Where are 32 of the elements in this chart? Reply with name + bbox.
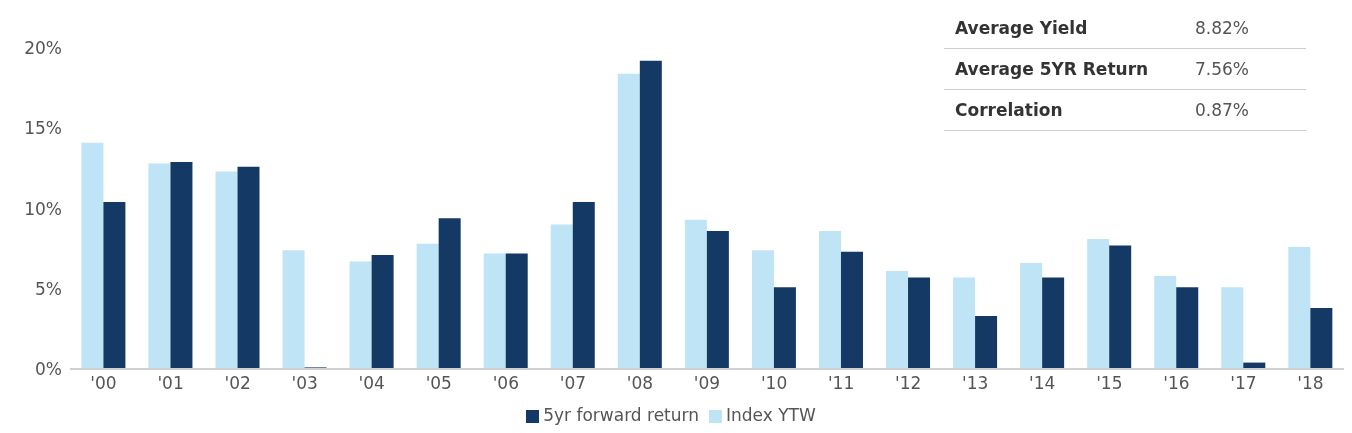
y-tick-label: 0%	[35, 359, 62, 380]
y-tick-label: 15%	[24, 118, 62, 139]
legend-label: 5yr forward return	[543, 405, 700, 425]
x-tick-label: '12	[895, 373, 922, 394]
x-tick-label: '16	[1163, 373, 1190, 394]
x-tick-label: '09	[693, 373, 721, 394]
x-tick-label: '08	[626, 373, 654, 394]
x-tick-label: '14	[1029, 373, 1056, 394]
y-tick-label: 10%	[24, 198, 62, 219]
y-tick-label: 20%	[24, 38, 62, 59]
annotation: 0.87%	[1195, 100, 1250, 120]
x-tick-label: '04	[358, 373, 385, 394]
legend-label: Index YTW	[726, 405, 816, 425]
text: 8.82%	[1195, 18, 1250, 38]
x-tick-label: '15	[1096, 373, 1123, 394]
x-tick-label: '17	[1230, 373, 1257, 394]
x-tick-label: '00	[90, 373, 117, 394]
x-tick-label: '06	[492, 373, 519, 394]
x-tick-label: '01	[157, 373, 184, 394]
x-tick-label: '07	[559, 373, 587, 394]
x-tick-label: '03	[291, 373, 318, 394]
annotation: Average 5YR Return	[955, 59, 1150, 79]
x-tick-label: '05	[425, 373, 452, 394]
text: Average Yield	[955, 18, 1088, 38]
x-tick-label: '13	[962, 373, 989, 394]
x-tick-label: '02	[224, 373, 251, 394]
annotation: 7.56%	[1195, 59, 1250, 79]
x-tick-label: '10	[760, 373, 788, 394]
x-tick-label: '18	[1297, 373, 1324, 394]
x-tick-label: '11	[827, 373, 855, 394]
annotation: Correlation	[955, 100, 1064, 120]
y-tick-label: 5%	[35, 278, 62, 299]
